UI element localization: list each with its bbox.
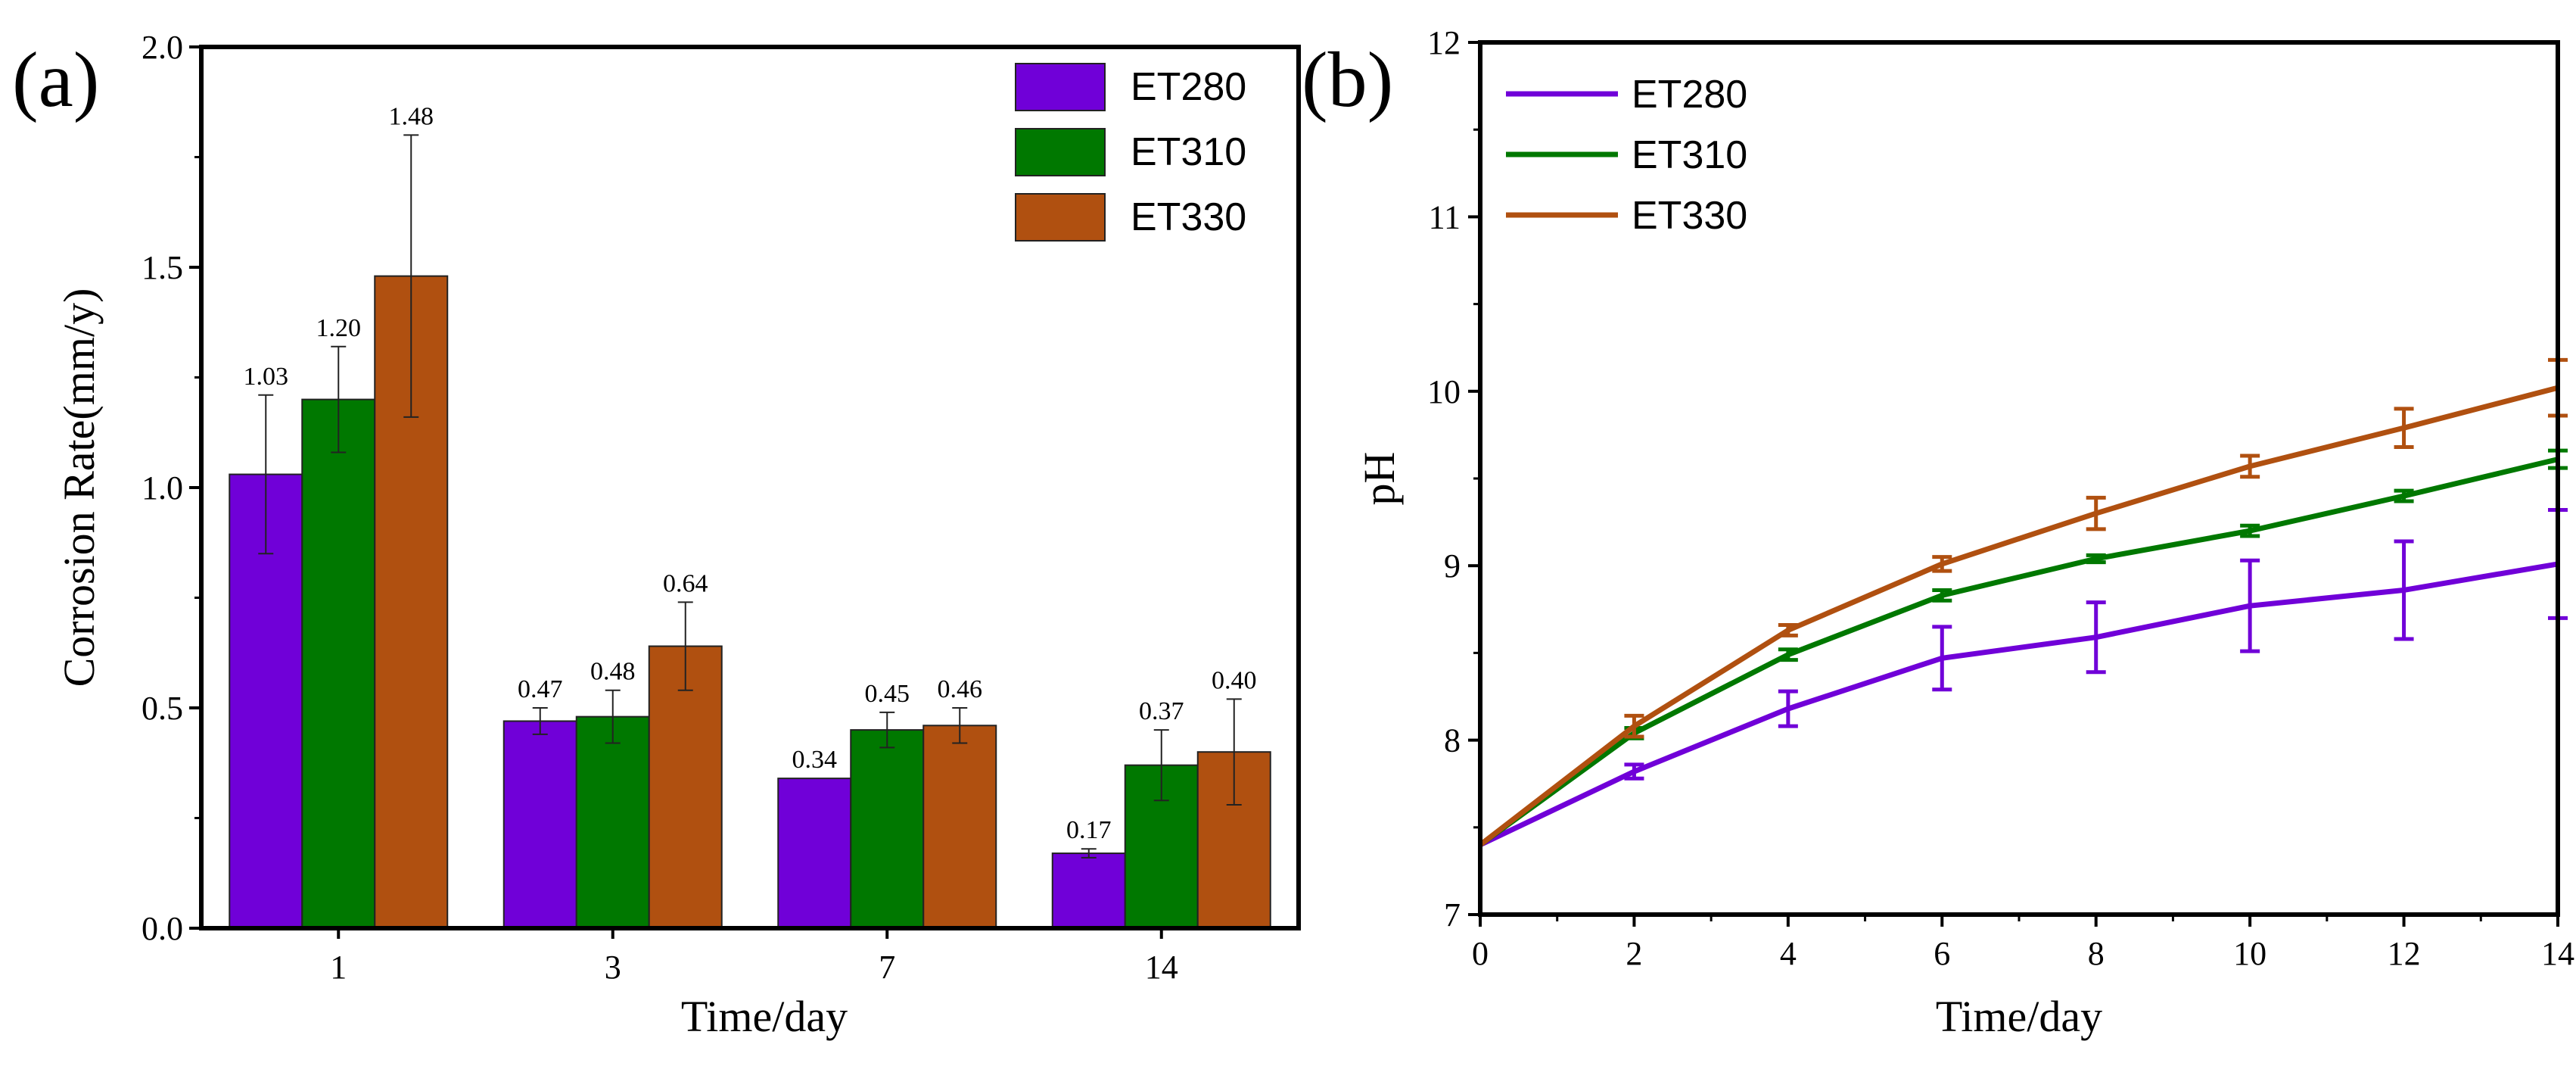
x-tick-label: 3 — [605, 949, 621, 986]
x-tick-label: 14 — [1145, 949, 1178, 986]
legend-label-et280: ET280 — [1131, 65, 1246, 109]
data-label: 0.47 — [518, 675, 563, 703]
panel-b-label: (b) — [1302, 36, 1393, 123]
y-axis-title: Corrosion Rate(mm/y) — [54, 288, 104, 687]
y-tick-label: 7 — [1444, 896, 1461, 934]
panel-b-line-chart: (b) 0 2 4 6 8 10 12 14 7 8 9 10 11 12 Time/day pH ET2… — [1302, 24, 2574, 1041]
x-tick-label: 2 — [1626, 935, 1642, 972]
legend-label-et280: ET280 — [1632, 73, 1747, 117]
y-tick-label: 2.0 — [142, 29, 183, 66]
x-tick-label: 4 — [1780, 935, 1797, 972]
x-axis-title: Time/day — [1936, 992, 2102, 1041]
x-tick-label: 12 — [2388, 935, 2421, 972]
data-label: 1.48 — [389, 102, 434, 130]
x-tick-label: 1 — [330, 949, 347, 986]
data-label: 0.40 — [1212, 666, 1257, 694]
data-label: 0.46 — [938, 675, 983, 703]
bar-et330 — [648, 645, 723, 930]
legend-swatch-et280 — [1015, 63, 1106, 111]
legend-swatch-et330 — [1015, 193, 1106, 242]
bar-et280 — [502, 720, 577, 930]
x-tick-label: 10 — [2233, 935, 2266, 972]
y-tick-label: 1.0 — [142, 469, 183, 507]
axis-ticks: 0 2 4 6 8 10 12 14 7 8 9 10 11 12 — [1427, 24, 2574, 972]
y-tick-label: 1.5 — [142, 249, 183, 286]
line-group — [1478, 357, 2568, 848]
bar-et310 — [575, 715, 650, 929]
line-et280 — [1479, 561, 2559, 848]
x-tick-label: 14 — [2541, 935, 2574, 972]
line-et310 — [1478, 457, 2559, 847]
bar-group: 1.03 1.20 1.48 0.47 0.48 0.64 0.34 0.45 0.46 0.17… — [229, 102, 1271, 930]
bar-et310 — [850, 729, 925, 929]
bar-et280 — [777, 778, 852, 929]
y-tick-label: 0.5 — [142, 690, 183, 727]
data-label: 0.37 — [1139, 697, 1184, 725]
y-tick-label: 9 — [1444, 547, 1461, 584]
line-et330 — [1478, 385, 2559, 847]
data-label: 0.17 — [1066, 816, 1112, 844]
legend: ET280 ET310 ET330 — [1506, 73, 1747, 238]
bar-et330 — [922, 725, 997, 930]
x-axis-title: Time/day — [681, 992, 848, 1041]
legend-label-et310: ET310 — [1632, 133, 1747, 177]
data-label: 0.64 — [663, 569, 708, 597]
data-label: 0.45 — [865, 680, 910, 708]
data-label: 0.48 — [590, 658, 636, 686]
panel-a-bar-chart: (a) 1.031.201.480.470.480.640.340.45 0.46… — [12, 29, 1301, 1041]
y-tick-label: 10 — [1427, 373, 1461, 410]
y-tick-label: 8 — [1444, 722, 1461, 759]
x-tick-label: 0 — [1472, 935, 1489, 972]
y-tick-label: 11 — [1429, 198, 1461, 235]
legend-swatch-et310 — [1015, 128, 1106, 176]
x-tick-label: 8 — [2088, 935, 2105, 972]
bar-et280 — [1051, 852, 1126, 930]
panel-a-frame — [199, 45, 1301, 930]
legend-label-et330: ET330 — [1131, 195, 1246, 239]
x-tick-label: 7 — [879, 949, 895, 986]
y-tick-label: 0.0 — [142, 910, 183, 947]
data-label: 1.03 — [244, 363, 289, 391]
data-label: 0.34 — [792, 746, 838, 774]
legend-label-et310: ET310 — [1131, 130, 1246, 174]
legend: ET280 ET310 ET330 — [1015, 63, 1246, 242]
bar-et310 — [301, 398, 376, 929]
x-tick-label: 6 — [1934, 935, 1950, 972]
panel-b-frame — [1478, 40, 2560, 917]
data-label: 1.20 — [316, 314, 362, 342]
panel-a-label: (a) — [12, 36, 99, 123]
y-axis-title: pH — [1355, 452, 1404, 506]
legend-label-et330: ET330 — [1632, 194, 1747, 238]
y-tick-label: 12 — [1427, 24, 1461, 61]
